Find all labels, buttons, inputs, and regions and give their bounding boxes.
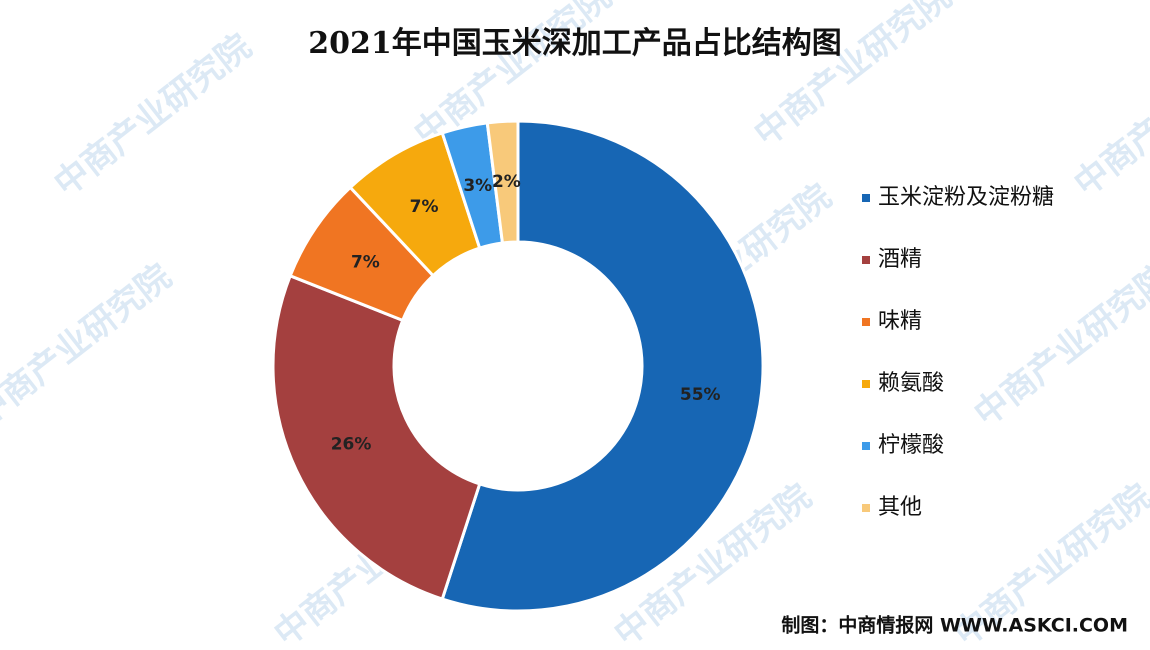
chart-title: 2021年中国玉米深加工产品占比结构图 [308, 26, 842, 61]
data-label: 7% [351, 252, 380, 272]
watermark: 中商产业研究院 [47, 27, 259, 205]
watermark: 中商产业研究院 [747, 0, 959, 155]
legend-label: 赖氨酸 [878, 371, 944, 396]
watermark: 中商产业研究院 [1067, 27, 1150, 205]
legend-label: 其他 [878, 495, 922, 520]
legend-label: 味精 [878, 309, 922, 334]
legend-swatch [862, 194, 870, 202]
data-label: 7% [410, 197, 439, 217]
legend-label: 柠檬酸 [878, 433, 944, 458]
data-label: 26% [331, 435, 372, 455]
data-label: 3% [463, 176, 492, 196]
donut-slice [485, 119, 520, 245]
donut-slice [271, 273, 482, 601]
legend-swatch [862, 380, 870, 388]
legend-swatch [862, 504, 870, 512]
watermark: 中商产业研究院 [0, 257, 179, 435]
data-label: 2% [492, 172, 521, 192]
legend-swatch [862, 442, 870, 450]
legend-swatch [862, 318, 870, 326]
donut: 55% 26% 7% 7% 3% 2% [271, 119, 765, 613]
source: 制图：中商情报网 WWW.ASKCI.COM [781, 614, 1128, 637]
donut-slice [440, 119, 765, 613]
legend-label: 酒精 [878, 247, 922, 272]
data-label: 55% [680, 385, 721, 405]
legend-label: 玉米淀粉及淀粉糖 [878, 185, 1054, 210]
legend-swatch [862, 256, 870, 264]
watermark: 中商产业研究院 [967, 257, 1150, 435]
